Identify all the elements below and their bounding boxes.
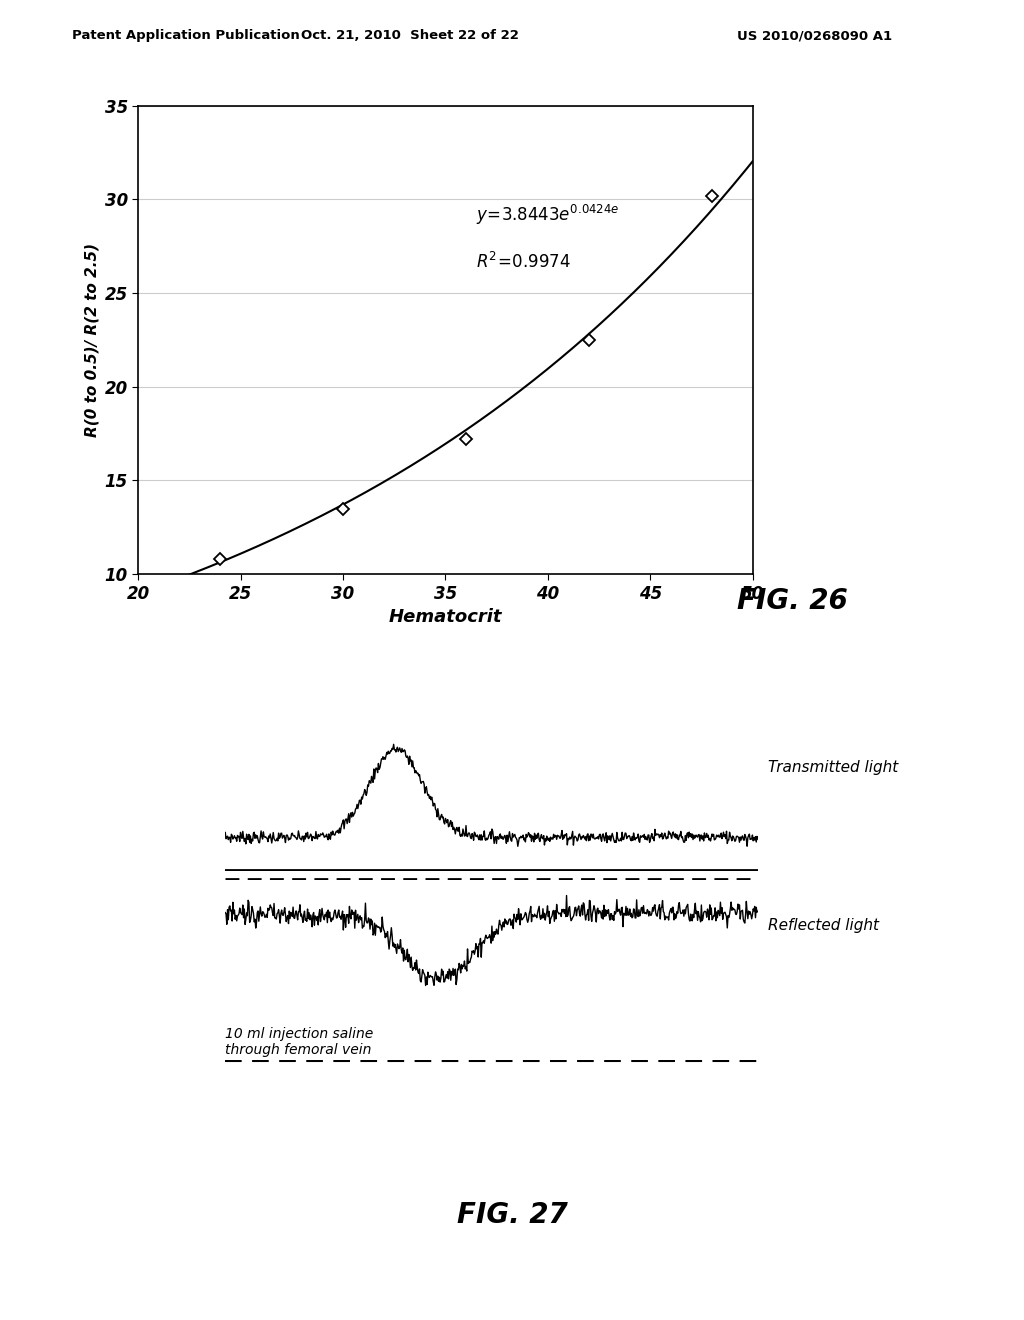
Text: $R^2\!=\!0.9974$: $R^2\!=\!0.9974$ <box>476 252 571 272</box>
Text: 10 ml injection saline
through femoral vein: 10 ml injection saline through femoral v… <box>225 1027 374 1057</box>
Text: Patent Application Publication: Patent Application Publication <box>72 29 299 42</box>
Text: FIG. 27: FIG. 27 <box>457 1201 567 1229</box>
Text: Transmitted light: Transmitted light <box>768 760 898 775</box>
Text: Oct. 21, 2010  Sheet 22 of 22: Oct. 21, 2010 Sheet 22 of 22 <box>301 29 518 42</box>
Y-axis label: R(0 to 0.5)/ R(2 to 2.5): R(0 to 0.5)/ R(2 to 2.5) <box>84 243 99 437</box>
Text: $y\!=\!3.8443e^{0.0424e}$: $y\!=\!3.8443e^{0.0424e}$ <box>476 203 620 227</box>
X-axis label: Hematocrit: Hematocrit <box>389 609 502 626</box>
Text: Reflected light: Reflected light <box>768 919 879 933</box>
Text: US 2010/0268090 A1: US 2010/0268090 A1 <box>737 29 892 42</box>
Text: FIG. 26: FIG. 26 <box>737 587 848 615</box>
